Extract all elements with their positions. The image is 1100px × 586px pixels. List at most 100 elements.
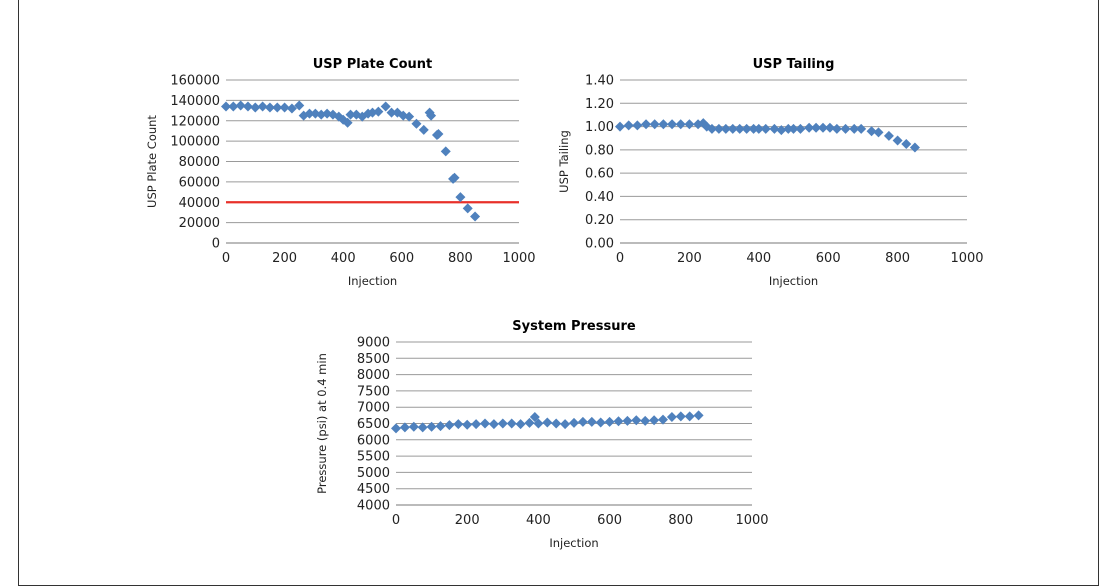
data-point (856, 123, 867, 134)
y-tick-label: 4500 (357, 482, 390, 497)
data-point (399, 422, 410, 433)
x-tick-label: 0 (392, 513, 400, 528)
data-point (462, 419, 473, 430)
data-point (542, 417, 553, 428)
y-tick-label: 0.80 (585, 143, 614, 158)
y-tick-label: 60000 (179, 175, 220, 190)
y-tick-label: 8000 (357, 368, 390, 383)
data-point (595, 417, 606, 428)
y-tick-label: 40000 (179, 196, 220, 211)
y-tick-label: 8500 (357, 352, 390, 367)
x-tick-label: 200 (272, 251, 297, 266)
y-tick-label: 1.20 (585, 97, 614, 112)
data-point (675, 119, 686, 130)
data-point (250, 102, 261, 113)
data-point (462, 203, 473, 214)
data-point (776, 125, 787, 136)
x-tick-label: 600 (389, 251, 414, 266)
y-tick-label: 0.20 (585, 213, 614, 228)
data-point (435, 421, 446, 432)
data-point (449, 172, 460, 183)
data-point (641, 119, 652, 130)
y-tick-label: 0.00 (585, 237, 614, 252)
data-point (560, 419, 571, 430)
x-tick-label: 0 (222, 251, 230, 266)
data-point (304, 108, 315, 119)
data-point (613, 416, 624, 427)
data-point (404, 111, 415, 122)
data-point (264, 102, 275, 113)
data-point (840, 123, 851, 134)
data-point (727, 123, 738, 134)
x-tick-label: 600 (816, 251, 841, 266)
data-point (604, 416, 615, 427)
data-point (453, 419, 464, 430)
data-point (623, 120, 634, 131)
data-point (741, 123, 752, 134)
data-point (788, 123, 799, 134)
data-point (873, 127, 884, 138)
data-point (380, 101, 391, 112)
x-tick-label: 0 (616, 251, 624, 266)
data-point (471, 419, 482, 430)
y-tick-label: 6000 (357, 433, 390, 448)
y-tick-label: 7500 (357, 384, 390, 399)
data-point (586, 416, 597, 427)
x-tick-label: 800 (668, 513, 693, 528)
y-tick-label: 80000 (179, 155, 220, 170)
data-point (693, 119, 704, 130)
data-point (658, 414, 668, 425)
data-point (426, 110, 437, 121)
data-point (849, 123, 860, 134)
chart-title: USP Plate Count (313, 57, 432, 72)
data-point (817, 122, 828, 133)
y-tick-label: 120000 (170, 114, 220, 129)
data-point (391, 423, 401, 434)
data-point (901, 139, 912, 150)
chart-system-pressure: System Pressure4000450050005500600065007… (315, 319, 769, 550)
data-point (698, 118, 709, 129)
data-point (622, 415, 633, 426)
data-point (440, 146, 451, 157)
data-point (235, 100, 246, 111)
data-point (242, 101, 253, 112)
data-point (279, 102, 290, 113)
data-point (831, 123, 842, 134)
x-tick-label: 800 (448, 251, 473, 266)
data-point (734, 123, 745, 134)
x-axis-label: Injection (769, 274, 818, 288)
data-point (551, 418, 562, 429)
x-tick-label: 1000 (502, 251, 535, 266)
data-point (417, 422, 428, 433)
data-point (748, 123, 759, 134)
x-tick-label: 600 (597, 513, 622, 528)
y-tick-label: 9000 (357, 336, 390, 351)
data-point (515, 419, 526, 430)
y-tick-label: 1.00 (585, 120, 614, 135)
y-tick-label: 20000 (179, 216, 220, 231)
y-tick-label: 140000 (170, 94, 220, 109)
x-axis-label: Injection (348, 274, 397, 288)
data-point (342, 117, 353, 128)
data-point (497, 418, 508, 429)
data-point (804, 122, 815, 133)
y-tick-label: 5000 (357, 466, 390, 481)
y-axis-label: USP Plate Count (145, 115, 159, 208)
data-point (866, 126, 877, 137)
x-tick-label: 1000 (950, 251, 983, 266)
data-point (408, 421, 419, 432)
y-tick-label: 0.40 (585, 190, 614, 205)
data-point (298, 110, 309, 121)
data-point (684, 119, 695, 130)
x-axis-label: Injection (549, 536, 598, 550)
data-point (577, 416, 588, 427)
y-tick-label: 5500 (357, 450, 390, 465)
y-tick-label: 4000 (357, 499, 390, 514)
x-tick-label: 200 (455, 513, 480, 528)
y-tick-label: 160000 (170, 74, 220, 89)
chart-title: System Pressure (512, 319, 636, 334)
chart-usp-plate-count: USP Plate Count 0 20000 40000 60000 80000 1000… (145, 57, 536, 288)
data-point (411, 118, 422, 129)
y-tick-label: 6500 (357, 417, 390, 432)
data-point (892, 135, 903, 146)
